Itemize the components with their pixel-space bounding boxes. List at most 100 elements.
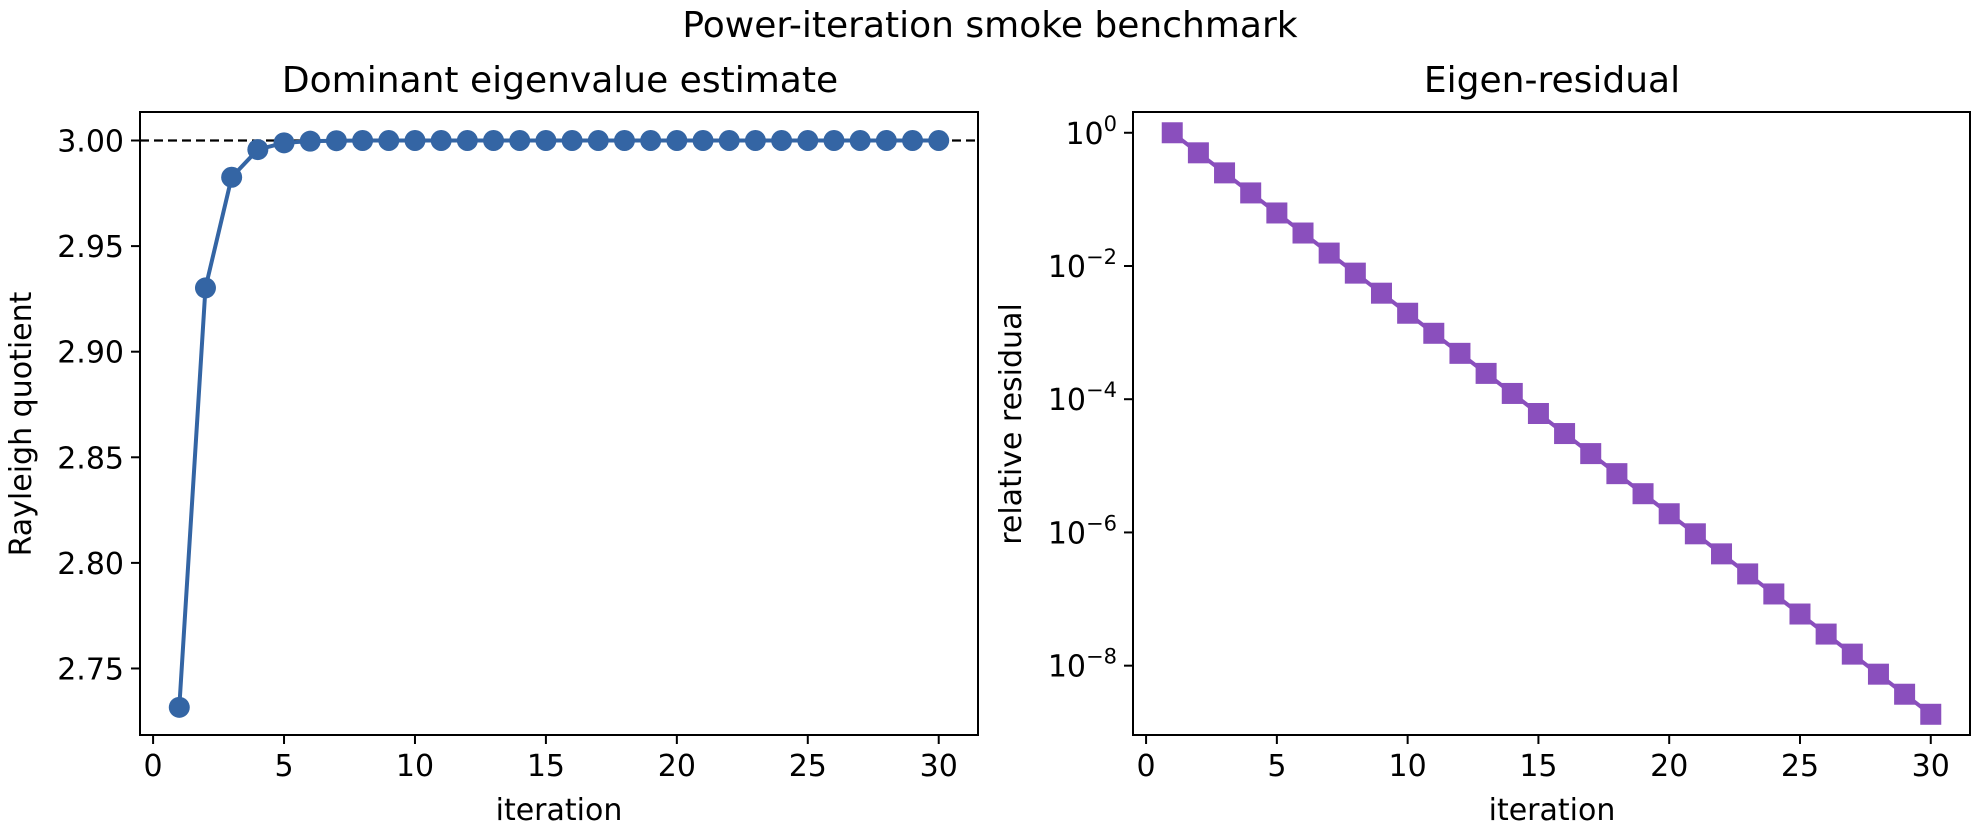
residual-x-tick-label: 15	[1519, 749, 1557, 784]
residual-data-point	[1554, 423, 1576, 445]
eigenvalue-data-point	[771, 130, 793, 152]
residual-y-ticks: 10−8 10−6 10−4 10−2 100	[1048, 112, 1133, 685]
residual-data-point	[1187, 142, 1209, 164]
eigenvalue-panel: Dominant eigenvalue estimate 0 5 10 15 20 25 3…	[4, 60, 979, 828]
eigenvalue-y-tick-label: 2.85	[57, 441, 124, 476]
eigenvalue-y-tick-label: 3.00	[57, 125, 124, 160]
eigenvalue-panel-title: Dominant eigenvalue estimate	[282, 60, 838, 101]
residual-y-tick-label: 10−4	[1048, 378, 1117, 418]
residual-data-point	[1449, 342, 1471, 364]
residual-x-tick-label: 5	[1267, 749, 1286, 784]
eigenvalue-x-tick-label: 5	[274, 749, 293, 784]
eigenvalue-axes-frame	[139, 111, 979, 736]
eigenvalue-data-point	[666, 130, 688, 152]
eigenvalue-data-point	[247, 139, 269, 161]
residual-data-point	[1894, 683, 1916, 705]
residual-data-point	[1527, 402, 1549, 424]
residual-plot-area	[1161, 122, 1942, 725]
residual-x-tick-label: 0	[1137, 749, 1156, 784]
residual-data-point	[1841, 643, 1863, 665]
eigenvalue-data-point	[561, 130, 583, 152]
figure-title: Power-iteration smoke benchmark	[682, 5, 1297, 46]
residual-data-point	[1344, 262, 1366, 284]
eigenvalue-data-point	[640, 130, 662, 152]
eigenvalue-x-tick-label: 10	[396, 749, 434, 784]
residual-data-point	[1606, 463, 1628, 485]
residual-panel: Eigen-residual 0 5 10 15 20 25 30 10−8 10−6 10−4…	[994, 60, 1971, 828]
eigenvalue-data-point	[849, 130, 871, 152]
eigenvalue-data-point	[273, 132, 295, 154]
eigenvalue-data-point	[797, 130, 819, 152]
eigenvalue-x-tick-label: 20	[658, 749, 696, 784]
eigenvalue-y-tick-label: 2.75	[57, 652, 124, 687]
residual-data-point	[1501, 382, 1523, 404]
residual-y-tick-label: 100	[1065, 112, 1117, 152]
residual-y-tick-label: 10−6	[1048, 511, 1117, 551]
eigenvalue-data-point	[928, 130, 950, 152]
eigenvalue-data-point	[194, 277, 216, 299]
residual-x-tick-label: 25	[1781, 749, 1819, 784]
eigenvalue-data-point	[378, 130, 400, 152]
eigenvalue-data-point	[168, 696, 190, 718]
residual-data-point	[1214, 162, 1236, 184]
residual-data-point	[1266, 202, 1288, 224]
eigenvalue-x-ticks: 0 5 10 15 20 25 30	[144, 735, 958, 784]
eigenvalue-data-point	[902, 130, 924, 152]
eigenvalue-y-tick-label: 2.95	[57, 230, 124, 265]
residual-data-point	[1658, 503, 1680, 525]
eigenvalue-data-point	[299, 130, 321, 152]
residual-data-point	[1867, 663, 1889, 685]
eigenvalue-y-tick-label: 2.80	[57, 547, 124, 582]
residual-data-point	[1815, 623, 1837, 645]
eigenvalue-data-point	[352, 130, 374, 152]
residual-data-point	[1632, 483, 1654, 505]
residual-data-point	[1684, 523, 1706, 545]
eigenvalue-data-point	[718, 130, 740, 152]
eigenvalue-data-point	[744, 130, 766, 152]
residual-y-axis-label: relative residual	[994, 303, 1029, 545]
residual-data-point	[1292, 222, 1314, 244]
residual-x-tick-label: 20	[1650, 749, 1688, 784]
residual-data-point	[1737, 563, 1759, 585]
eigenvalue-series-line	[177, 138, 939, 708]
eigenvalue-x-axis-label: iteration	[496, 793, 623, 828]
eigenvalue-x-tick-label: 25	[789, 749, 827, 784]
residual-data-point	[1318, 242, 1340, 264]
residual-data-point	[1763, 583, 1785, 605]
eigenvalue-data-point	[404, 130, 426, 152]
eigenvalue-y-axis-label: Rayleigh quotient	[4, 291, 39, 556]
residual-axes-frame	[1132, 111, 1971, 736]
eigenvalue-data-point	[509, 130, 531, 152]
eigenvalue-y-tick-label: 2.90	[57, 336, 124, 371]
residual-data-point	[1475, 362, 1497, 384]
residual-x-axis-label: iteration	[1489, 793, 1616, 828]
residual-data-point	[1423, 322, 1445, 344]
eigenvalue-data-point	[483, 130, 505, 152]
residual-data-point	[1789, 603, 1811, 625]
eigenvalue-data-point	[823, 130, 845, 152]
residual-data-point	[1240, 182, 1262, 204]
eigenvalue-y-ticks: 2.75 2.80 2.85 2.90 2.95 3.00	[57, 125, 140, 687]
residual-y-tick-label: 10−8	[1048, 645, 1117, 685]
residual-data-point	[1580, 443, 1602, 465]
residual-data-point	[1920, 703, 1942, 725]
eigenvalue-data-point	[430, 130, 452, 152]
eigenvalue-data-point	[875, 130, 897, 152]
eigenvalue-data-point	[587, 130, 609, 152]
residual-y-tick-label: 10−2	[1048, 245, 1117, 285]
residual-panel-title: Eigen-residual	[1424, 60, 1680, 101]
residual-data-point	[1711, 543, 1733, 565]
residual-data-point	[1397, 302, 1419, 324]
residual-x-tick-label: 10	[1389, 749, 1427, 784]
eigenvalue-data-point	[613, 130, 635, 152]
residual-data-point	[1161, 122, 1183, 144]
residual-data-point	[1370, 282, 1392, 304]
eigenvalue-data-point	[535, 130, 557, 152]
eigenvalue-plot-area	[140, 130, 978, 718]
eigenvalue-data-point	[325, 130, 347, 152]
eigenvalue-data-point	[692, 130, 714, 152]
eigenvalue-x-tick-label: 30	[920, 749, 958, 784]
eigenvalue-x-tick-label: 15	[527, 749, 565, 784]
eigenvalue-data-point	[456, 130, 478, 152]
